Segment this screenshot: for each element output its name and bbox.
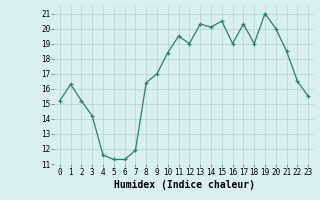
X-axis label: Humidex (Indice chaleur): Humidex (Indice chaleur) [114, 180, 254, 190]
